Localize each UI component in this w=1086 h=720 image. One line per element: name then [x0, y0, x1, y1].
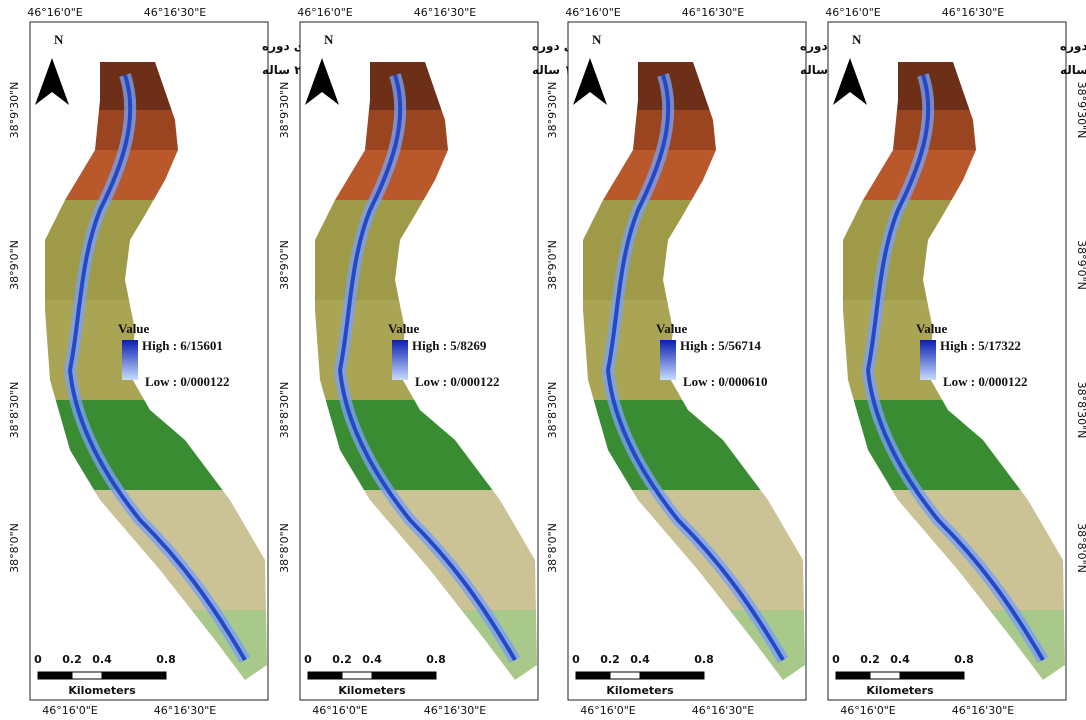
figure: Nعمق و پهنه سیلاب برای دورهبازگشت ۲۵ سال…: [0, 0, 1086, 720]
latitude-label: 38°9'30"N: [546, 82, 559, 139]
legend-high: High : 5/17322: [940, 338, 1021, 353]
scale-segment: [836, 672, 870, 679]
legend-high: High : 6/15601: [142, 338, 223, 353]
scale-label: 0.4: [362, 653, 382, 666]
latitude-label: 38°9'0"N: [278, 240, 291, 290]
legend-ramp: [122, 340, 138, 380]
top-coordinate: 46°16'30"E: [942, 6, 1005, 19]
legend-high: High : 5/56714: [680, 338, 761, 353]
scale-label: 0.4: [92, 653, 112, 666]
scale-unit: Kilometers: [68, 684, 136, 697]
top-coordinate: 46°16'30"E: [144, 6, 207, 19]
scale-label: 0.8: [954, 653, 974, 666]
latitude-label: 38°8'30"N: [1075, 382, 1086, 439]
top-coordinate: 46°16'0"E: [297, 6, 353, 19]
scale-label: 0.8: [694, 653, 714, 666]
latitude-label: 38°9'0"N: [1075, 240, 1086, 290]
top-coordinate: 46°16'0"E: [27, 6, 83, 19]
scale-segment: [342, 672, 372, 679]
bottom-coordinate: 46°16'30"E: [424, 704, 487, 717]
scale-unit: Kilometers: [606, 684, 674, 697]
legend-high: High : 5/8269: [412, 338, 487, 353]
latitude-label: 38°8'30"N: [546, 382, 559, 439]
scale-segment: [576, 672, 610, 679]
latitude-label: 38°8'0"N: [8, 523, 21, 573]
scale-label: 0.8: [426, 653, 446, 666]
legend-low: Low : 0/000122: [145, 374, 230, 389]
north-label: N: [852, 32, 862, 47]
legend-title: Value: [916, 321, 948, 336]
bottom-coordinate: 46°16'30"E: [154, 704, 217, 717]
scale-label: 0.4: [890, 653, 910, 666]
bottom-coordinate: 46°16'0"E: [580, 704, 636, 717]
latitude-label: 38°9'30"N: [1075, 82, 1086, 139]
legend-low: Low : 0/000610: [683, 374, 768, 389]
scale-segment: [900, 672, 964, 679]
latitude-label: 38°8'30"N: [278, 382, 291, 439]
scale-label: 0: [34, 653, 42, 666]
legend-title: Value: [118, 321, 150, 336]
scale-segment: [372, 672, 436, 679]
top-coordinate: 46°16'30"E: [682, 6, 745, 19]
scale-label: 0.2: [600, 653, 620, 666]
scale-segment: [610, 672, 640, 679]
legend-ramp: [920, 340, 936, 380]
bottom-coordinate: 46°16'30"E: [692, 704, 755, 717]
latitude-label: 38°9'30"N: [8, 82, 21, 139]
scale-segment: [870, 672, 900, 679]
scale-label: 0: [304, 653, 312, 666]
scale-label: 0.8: [156, 653, 176, 666]
scale-segment: [308, 672, 342, 679]
map-panel: N عمق و پهنه سیلاب برای دوره بازگشت ۲ ساله…: [825, 6, 1086, 717]
latitude-label: 38°9'0"N: [546, 240, 559, 290]
scale-label: 0.2: [62, 653, 82, 666]
scale-segment: [102, 672, 166, 679]
scale-label: 0.4: [630, 653, 650, 666]
top-coordinate: 46°16'30"E: [414, 6, 477, 19]
scale-segment: [72, 672, 102, 679]
north-label: N: [324, 32, 334, 47]
map-title: بازگشت ۲ ساله: [1060, 63, 1086, 77]
bottom-coordinate: 46°16'0"E: [42, 704, 98, 717]
legend-low: Low : 0/000122: [415, 374, 500, 389]
scale-unit: Kilometers: [866, 684, 934, 697]
legend-low: Low : 0/000122: [943, 374, 1028, 389]
bottom-coordinate: 46°16'0"E: [840, 704, 896, 717]
legend-ramp: [392, 340, 408, 380]
latitude-label: 38°8'0"N: [546, 523, 559, 573]
latitude-label: 38°8'0"N: [278, 523, 291, 573]
scale-segment: [38, 672, 72, 679]
latitude-label: 38°9'30"N: [278, 82, 291, 139]
scale-label: 0: [572, 653, 580, 666]
scale-label: 0.2: [860, 653, 880, 666]
map-title: عمق و پهنه سیلاب برای دوره: [1060, 39, 1086, 54]
bottom-coordinate: 46°16'30"E: [952, 704, 1015, 717]
legend-ramp: [660, 340, 676, 380]
scale-segment: [640, 672, 704, 679]
bottom-coordinate: 46°16'0"E: [312, 704, 368, 717]
top-coordinate: 46°16'0"E: [825, 6, 881, 19]
scale-unit: Kilometers: [338, 684, 406, 697]
scale-label: 0.2: [332, 653, 352, 666]
north-label: N: [54, 32, 64, 47]
latitude-label: 38°9'0"N: [8, 240, 21, 290]
scale-label: 0: [832, 653, 840, 666]
latitude-label: 38°8'0"N: [1075, 523, 1086, 573]
top-coordinate: 46°16'0"E: [565, 6, 621, 19]
latitude-label: 38°8'30"N: [8, 382, 21, 439]
legend-title: Value: [656, 321, 688, 336]
north-label: N: [592, 32, 602, 47]
legend-title: Value: [388, 321, 420, 336]
